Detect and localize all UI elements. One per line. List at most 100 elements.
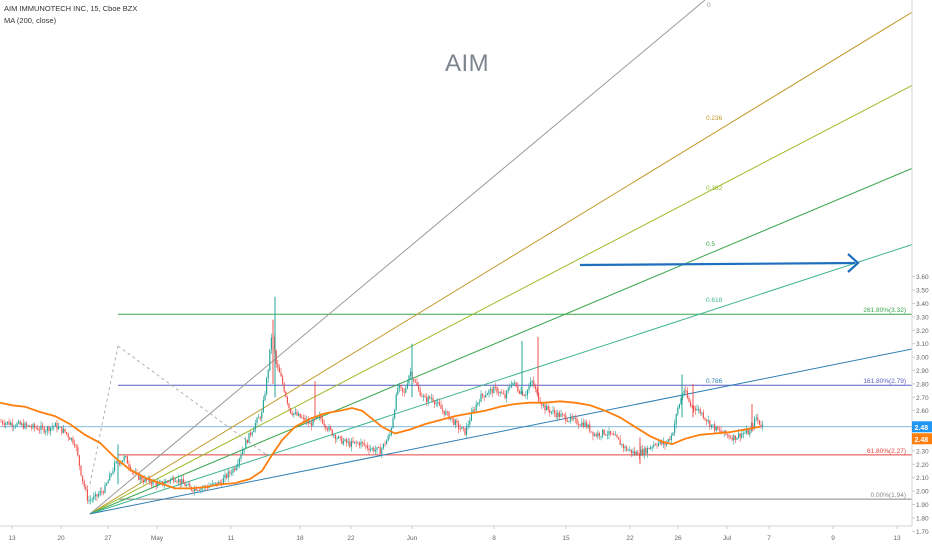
candle-body — [586, 422, 588, 428]
candle-body — [174, 481, 176, 483]
candle-body — [522, 391, 524, 396]
candle-body — [227, 471, 229, 478]
candle-body — [200, 488, 202, 491]
candle-body — [250, 432, 252, 435]
candle-body — [339, 436, 341, 438]
candle-body — [414, 381, 416, 383]
candle-body — [629, 449, 631, 451]
fib-fan-line — [89, 348, 912, 515]
candle-body — [341, 437, 343, 444]
price-axis-label: 3.00 — [916, 355, 929, 362]
candle-body — [37, 428, 39, 430]
candle-body — [443, 410, 445, 415]
candle-body — [126, 456, 128, 464]
candle-body — [34, 424, 36, 428]
candle-body — [450, 418, 452, 420]
candle-body — [474, 409, 476, 411]
candle-body — [46, 426, 48, 432]
candle-body — [616, 434, 618, 438]
candle-body — [622, 444, 624, 449]
candle-body — [346, 439, 348, 443]
candle-body — [528, 386, 530, 390]
time-axis-label: 22 — [626, 535, 634, 542]
candle-body — [62, 428, 64, 433]
candle-body — [685, 390, 687, 392]
candle-body — [294, 412, 296, 414]
candle-body — [386, 440, 388, 445]
candle-body — [310, 422, 312, 426]
candle-body — [627, 450, 629, 451]
candle-body — [741, 433, 743, 438]
price-axis-label: 2.30 — [916, 448, 929, 455]
candle-body — [374, 449, 376, 452]
candle-body — [99, 491, 101, 495]
candle-body — [699, 409, 701, 414]
candle-body — [64, 428, 66, 433]
candle-body — [731, 437, 733, 441]
candle-body — [2, 421, 4, 424]
candle-body — [502, 393, 504, 395]
candle-body — [597, 433, 599, 437]
candle-body — [542, 404, 544, 406]
candle-body — [533, 380, 535, 387]
candle-body — [77, 447, 79, 456]
last-price-badge-bg — [912, 421, 932, 433]
indicator-legend[interactable]: MA (200, close) — [4, 16, 57, 25]
candle-body — [706, 419, 708, 422]
price-axis-label: 2.20 — [916, 462, 929, 469]
candle-body — [171, 477, 173, 480]
candle-body — [150, 482, 152, 485]
candle-body — [107, 480, 109, 484]
candle-body — [486, 393, 488, 396]
candle-body — [146, 478, 148, 481]
candle-body — [664, 441, 666, 446]
candle-body — [170, 479, 172, 482]
candle-body — [86, 489, 88, 501]
candle-body — [715, 426, 717, 431]
candle-body — [418, 385, 420, 390]
candle-body — [613, 433, 615, 436]
candle-body — [707, 420, 709, 422]
candle-body — [122, 460, 124, 462]
candle-body — [144, 478, 146, 482]
candle-body — [94, 494, 96, 497]
symbol-legend[interactable]: AIM IMMUNOTECH INC, 15, Cboe BZX — [4, 4, 138, 13]
candle-body — [451, 418, 453, 419]
candle-body — [563, 414, 565, 416]
candle-body — [438, 402, 440, 406]
candle-body — [469, 420, 471, 425]
candle-body — [243, 448, 245, 451]
candle-body — [344, 439, 346, 442]
candle-body — [389, 434, 391, 436]
candle-body — [283, 383, 285, 392]
candle-body — [5, 423, 7, 425]
candle-body — [574, 418, 576, 419]
candle-body — [488, 390, 490, 394]
candle-body — [219, 481, 221, 483]
candle-body — [66, 432, 68, 434]
price-axis-label: 2.60 — [916, 408, 929, 415]
candle-body — [322, 418, 324, 424]
candle-body — [728, 435, 730, 438]
candle-body — [237, 463, 239, 467]
candle-body — [277, 363, 279, 368]
candle-body — [106, 483, 108, 486]
candle-body — [253, 429, 255, 433]
candle-body — [51, 426, 53, 428]
time-axis-label: 9 — [831, 535, 835, 542]
time-axis-label: 13 — [8, 535, 16, 542]
candle-body — [334, 435, 336, 440]
candle-body — [40, 425, 42, 430]
candle-body — [291, 413, 293, 415]
candle-body — [285, 391, 287, 397]
candle-body — [541, 403, 543, 406]
candle-body — [694, 408, 696, 411]
candle-body — [232, 468, 234, 474]
candle-body — [90, 499, 92, 501]
candle-body — [27, 425, 29, 427]
candle-body — [590, 431, 592, 433]
candle-body — [280, 372, 282, 377]
candle-body — [621, 444, 623, 446]
ma-200-line — [0, 400, 761, 490]
